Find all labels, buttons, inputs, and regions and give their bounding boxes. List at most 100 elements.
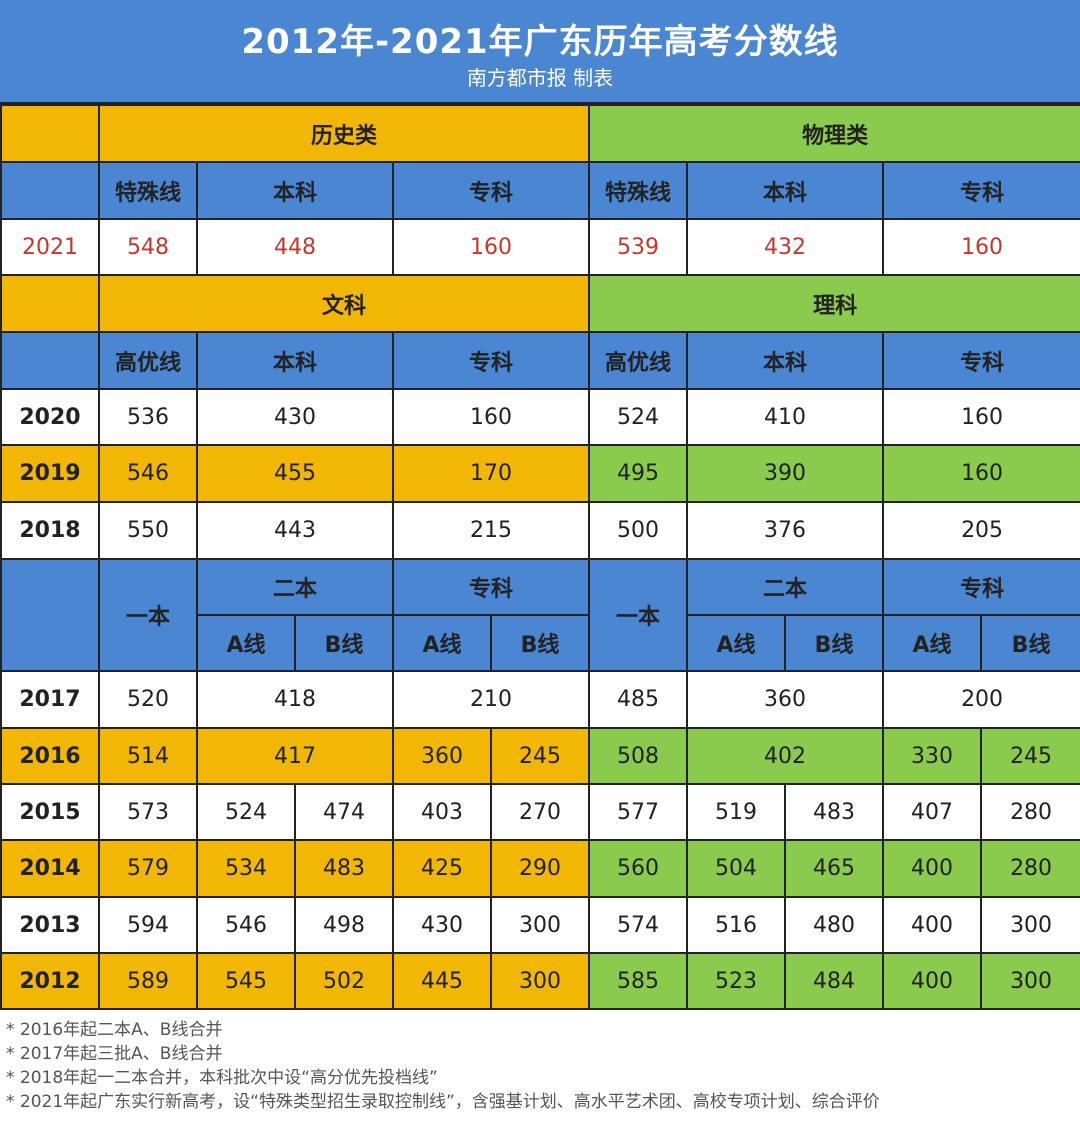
column-header: 专科 [882, 558, 1080, 616]
score-cell: 215 [391, 501, 591, 560]
footnote: * 2017年起三批A、B线合并 [6, 1044, 223, 1064]
score-cell: 546 [196, 896, 296, 954]
score-cell: 417 [196, 727, 394, 785]
category-history: 历史类 [97, 104, 591, 163]
score-cell: 520 [98, 670, 198, 729]
section-2018-category-row: 文科 理科 [0, 274, 1080, 333]
table-row: 2013 594 546 498 430 300 574 516 480 400… [0, 896, 1080, 954]
footnote: * 2021年起广东实行新高考，设“特殊类型招生录取控制线”，含强基计划、高水平… [6, 1092, 880, 1112]
column-header: A线 [196, 614, 296, 672]
score-cell: 300 [489, 896, 591, 954]
column-header: A线 [392, 614, 492, 672]
score-cell: 300 [980, 952, 1080, 1010]
year-cell: 2021 [0, 218, 100, 276]
score-cell: 498 [294, 896, 394, 954]
corner-cell [0, 558, 100, 672]
score-cell: 548 [98, 218, 198, 276]
column-header: 高优线 [588, 331, 689, 390]
section-2012-subheader-row: A线 B线 A线 B线 A线 B线 A线 B线 [1, 614, 1080, 672]
column-header: B线 [784, 614, 885, 672]
corner-cell [0, 331, 100, 390]
year-cell: 2012 [0, 952, 100, 1010]
score-cell: 534 [196, 839, 296, 898]
score-cell: 280 [980, 839, 1080, 898]
column-header: B线 [294, 614, 394, 672]
year-cell: 2016 [0, 727, 100, 785]
year-cell: 2018 [0, 501, 100, 560]
column-header: 本科 [686, 331, 885, 390]
section-2021-column-row: 特殊线 本科 专科 特殊线 本科 专科 [0, 161, 1080, 220]
column-header: 专科 [882, 161, 1080, 220]
score-cell: 402 [686, 727, 885, 785]
score-cell: 376 [686, 501, 885, 560]
score-cell: 483 [784, 783, 885, 841]
score-cell: 514 [98, 727, 198, 785]
footnotes: * 2016年起二本A、B线合并 * 2017年起三批A、B线合并 * 2018… [6, 1018, 1076, 1114]
score-table: 历史类 物理类 特殊线 本科 专科 特殊线 本科 专科 2021 548 448… [0, 104, 1080, 1010]
score-cell: 524 [588, 388, 689, 446]
score-cell: 245 [980, 727, 1080, 785]
column-header: 专科 [882, 331, 1080, 390]
column-header: 本科 [686, 161, 885, 220]
corner-cell [0, 274, 100, 333]
table-header: 2012年-2021年广东历年高考分数线 南方都市报 制表 [0, 0, 1080, 104]
score-cell: 410 [686, 388, 885, 446]
section-2012-header-row: 一本 二本 专科 一本 二本 专科 [0, 558, 1080, 672]
score-cell: 160 [882, 218, 1080, 276]
score-cell: 500 [588, 501, 689, 560]
score-cell: 360 [392, 727, 492, 785]
score-cell: 573 [98, 783, 198, 841]
column-header: A线 [686, 614, 787, 672]
table-row: 2019 546 455 170 495 390 160 [0, 444, 1080, 503]
score-cell: 448 [196, 218, 394, 276]
score-cell: 160 [882, 444, 1080, 503]
column-header: 一本 [588, 558, 689, 672]
score-cell: 245 [489, 727, 591, 785]
footnote: * 2016年起二本A、B线合并 [6, 1020, 223, 1040]
column-header: 专科 [391, 558, 591, 616]
column-header: 专科 [391, 161, 591, 220]
corner-cell [0, 104, 100, 163]
table-row: 2021 548 448 160 539 432 160 [0, 218, 1080, 276]
year-cell: 2013 [0, 896, 100, 954]
page-subtitle: 南方都市报 制表 [466, 66, 614, 90]
year-cell: 2020 [0, 388, 100, 446]
score-cell: 519 [686, 783, 787, 841]
score-cell: 495 [588, 444, 689, 503]
score-cell: 546 [98, 444, 198, 503]
score-cell: 585 [588, 952, 689, 1010]
score-cell: 474 [294, 783, 394, 841]
column-header: 本科 [196, 161, 394, 220]
table-row: 2020 536 430 160 524 410 160 [0, 388, 1080, 446]
score-cell: 577 [588, 783, 689, 841]
score-cell: 360 [686, 670, 885, 729]
score-cell: 390 [686, 444, 885, 503]
score-cell: 170 [391, 444, 591, 503]
score-cell: 418 [196, 670, 394, 729]
score-cell: 160 [391, 218, 591, 276]
column-header: 高优线 [98, 331, 198, 390]
score-cell: 443 [196, 501, 394, 560]
column-header: B线 [980, 614, 1080, 672]
corner-cell [0, 161, 100, 220]
category-physics: 物理类 [588, 104, 1080, 163]
score-cell: 579 [98, 839, 198, 898]
category-liberal-arts: 文科 [97, 274, 591, 333]
score-cell: 280 [980, 783, 1080, 841]
score-cell: 574 [588, 896, 689, 954]
score-cell: 536 [98, 388, 198, 446]
table-row: 2014 579 534 483 425 290 560 504 465 400… [0, 839, 1080, 898]
score-cell: 539 [588, 218, 689, 276]
score-cell: 400 [882, 952, 983, 1010]
score-cell: 504 [686, 839, 787, 898]
column-header: 特殊线 [588, 161, 689, 220]
score-cell: 560 [588, 839, 689, 898]
column-header: 一本 [98, 558, 198, 672]
table-row: 2018 550 443 215 500 376 205 [0, 501, 1080, 560]
column-header: 本科 [196, 331, 394, 390]
section-2021-category-row: 历史类 物理类 [0, 104, 1080, 163]
section-2018-column-row: 高优线 本科 专科 高优线 本科 专科 [0, 331, 1080, 390]
score-cell: 430 [196, 388, 394, 446]
score-cell: 330 [882, 727, 983, 785]
score-cell: 594 [98, 896, 198, 954]
